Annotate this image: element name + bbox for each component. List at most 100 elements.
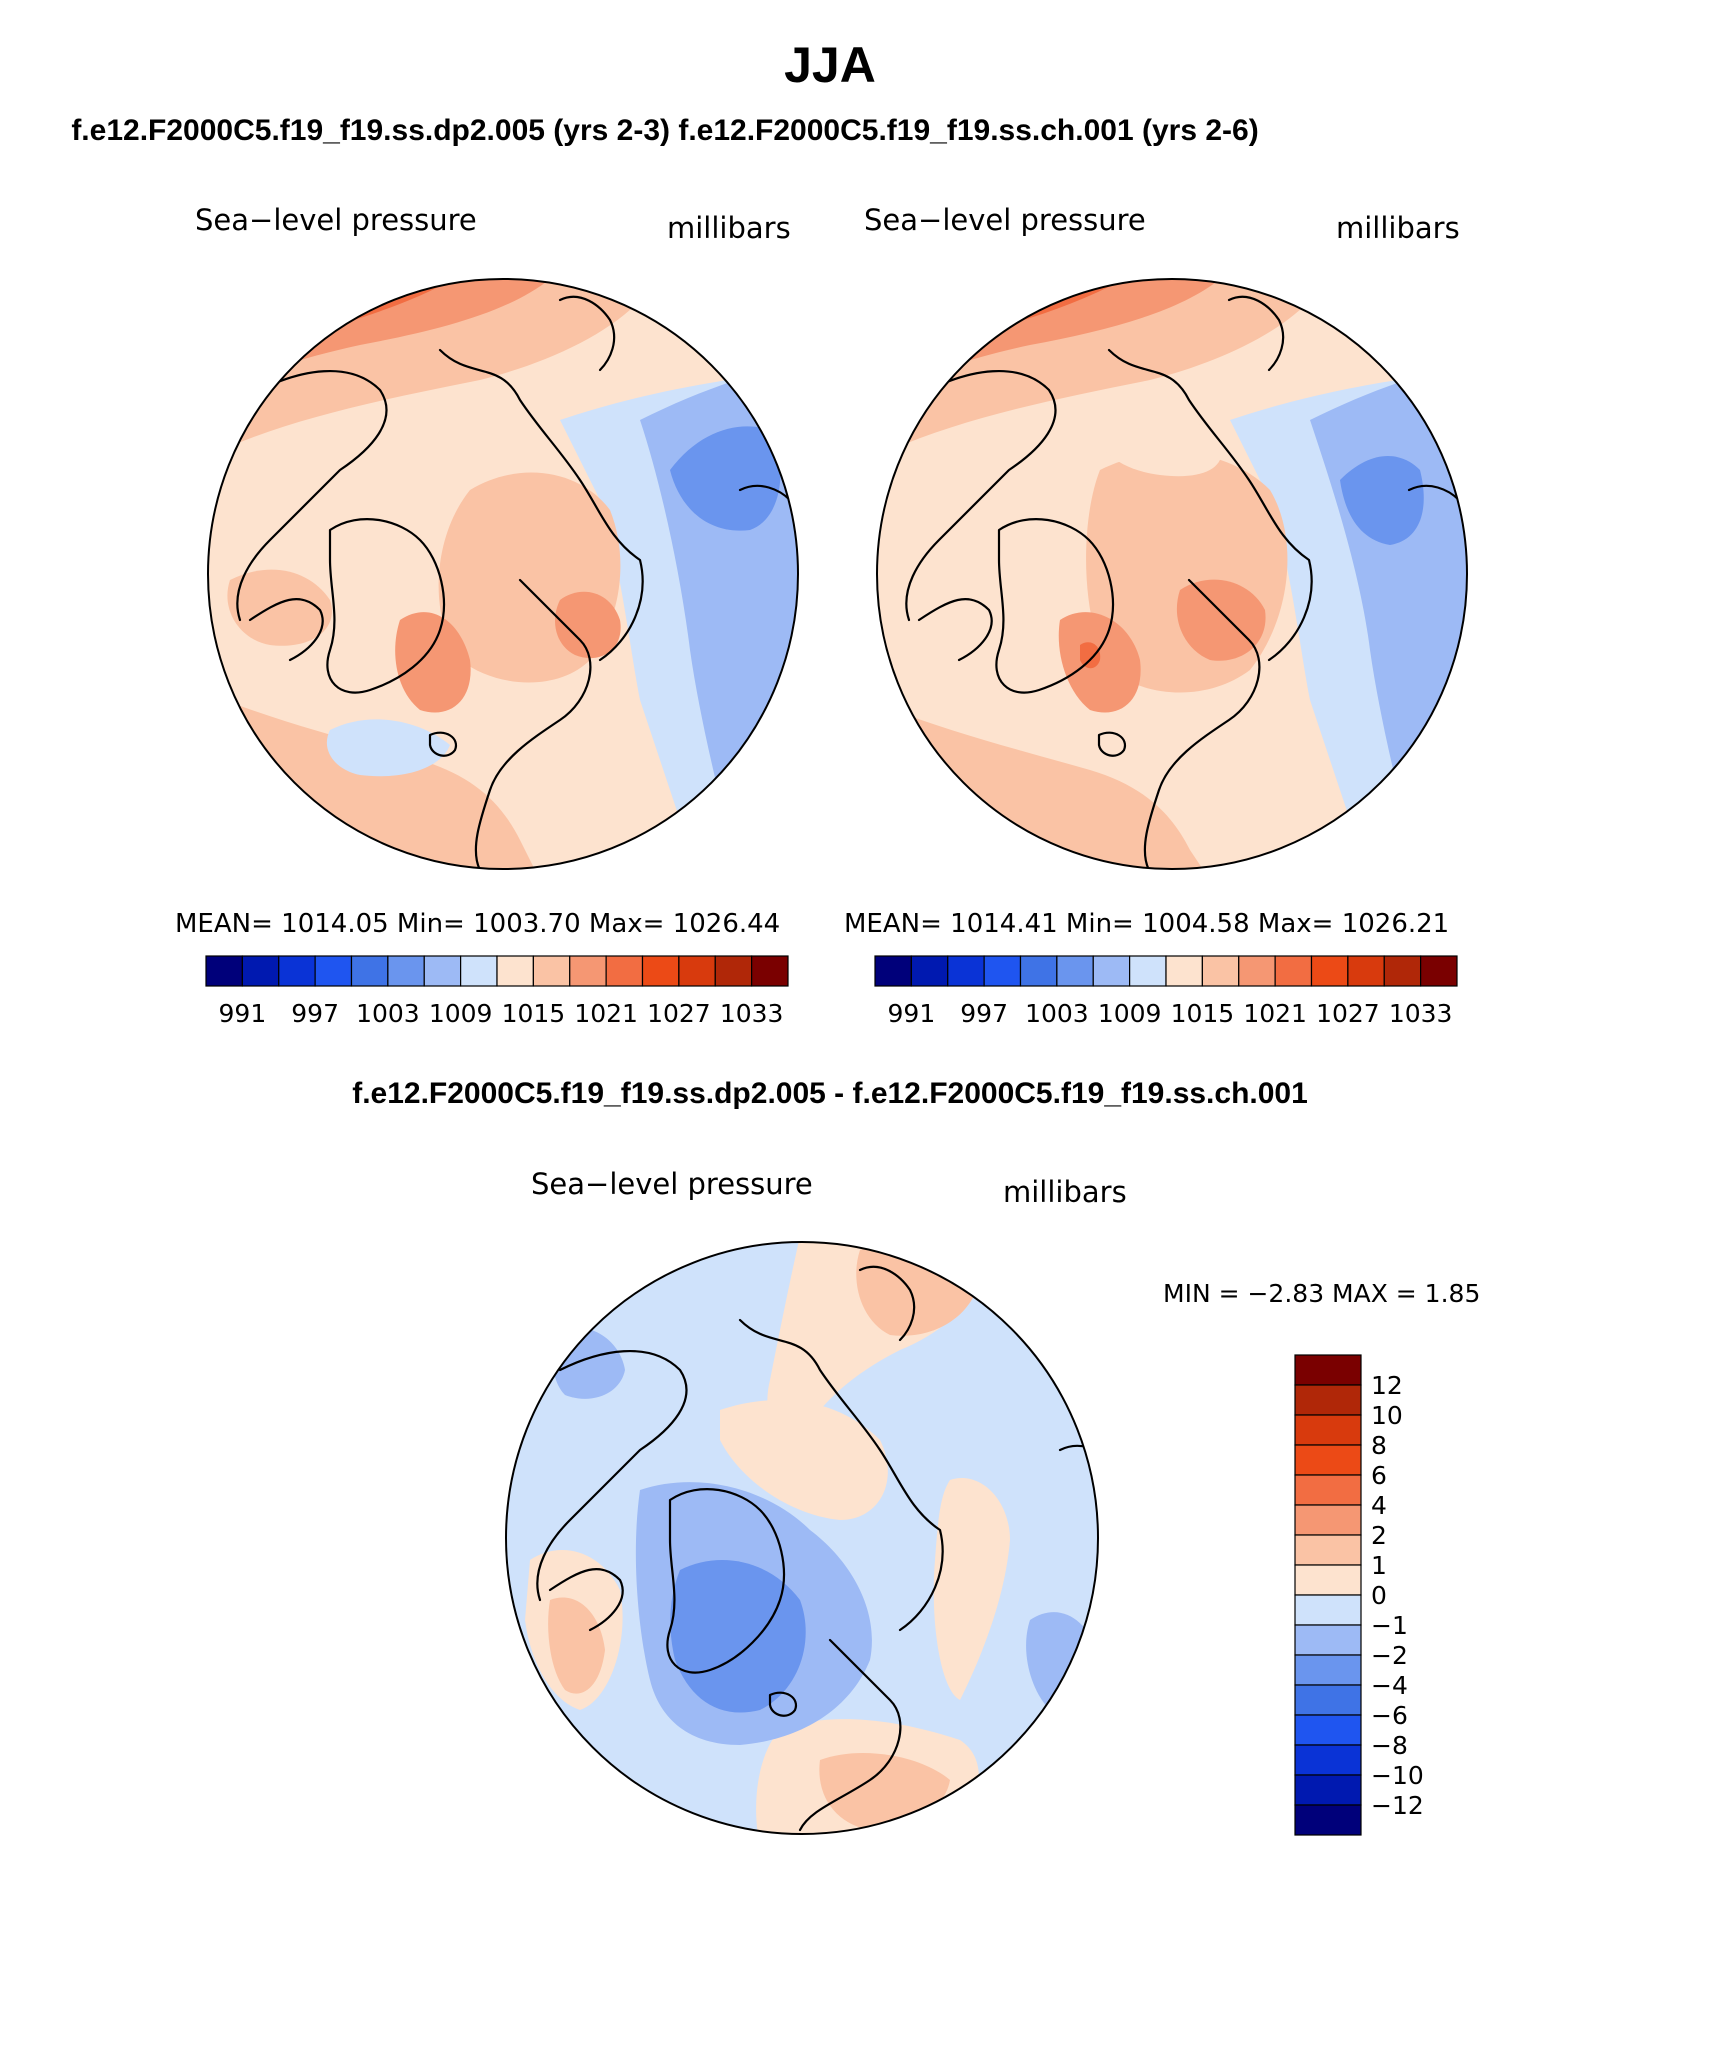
diff-field-title: Sea−level pressure	[531, 1167, 813, 1201]
right-colorbar-swatch	[1201, 955, 1240, 987]
right-colorbar-swatch	[1165, 955, 1203, 987]
case-header: f.e12.F2000C5.f19_f19.ss.dp2.005 (yrs 2-…	[71, 114, 1258, 147]
diff-colorbar-label: −10	[1371, 1761, 1424, 1790]
right-colorbar-swatch	[1420, 955, 1458, 987]
diff-map-border	[505, 1241, 1099, 1835]
left-colorbar-swatch	[350, 955, 389, 987]
diff-colorbar-swatch	[1294, 1654, 1362, 1686]
diff-colorbar-swatch	[1294, 1534, 1362, 1566]
diff-colorbar-swatch	[1294, 1444, 1362, 1476]
left-colorbar-swatch	[460, 955, 498, 987]
right-colorbar-swatch	[1019, 955, 1058, 987]
right-polar-map	[877, 279, 1467, 869]
diff-colorbar-label: 12	[1371, 1371, 1403, 1400]
diff-colorbar-label: 8	[1371, 1431, 1387, 1460]
diff-panel: Sea−level pressure millibars MIN = −2.83…	[505, 1167, 1480, 1836]
right-colorbar-label: 997	[960, 999, 1008, 1028]
right-panel: Sea−level pressure millibars	[844, 203, 1468, 1028]
left-colorbar-label: 1015	[502, 999, 566, 1028]
left-colorbar-swatch	[241, 955, 280, 987]
right-colorbar-swatch	[1056, 955, 1094, 987]
left-colorbar-swatch	[714, 955, 753, 987]
diff-header: f.e12.F2000C5.f19_f19.ss.dp2.005 - f.e12…	[352, 1077, 1308, 1110]
diff-colorbar-swatch	[1294, 1384, 1362, 1416]
left-colorbar-label: 991	[219, 999, 267, 1028]
diff-colorbar-label: −6	[1371, 1701, 1408, 1730]
left-colorbar-swatch	[605, 955, 644, 987]
right-colorbar-label: 991	[888, 999, 936, 1028]
diff-colorbar-swatch	[1294, 1714, 1362, 1746]
diff-colorbar-swatch	[1294, 1414, 1362, 1446]
right-colorbar-swatch	[1347, 955, 1385, 987]
left-polar-map	[208, 279, 798, 869]
diff-colorbar-label: 2	[1371, 1521, 1387, 1550]
right-colorbar-swatch	[1274, 955, 1313, 987]
right-colorbar-label: 1033	[1389, 999, 1453, 1028]
right-colorbar-label: 1027	[1316, 999, 1380, 1028]
diff-colorbar-swatch	[1294, 1804, 1362, 1836]
diff-colorbar-swatch	[1294, 1624, 1362, 1656]
diff-colorbar-label: −8	[1371, 1731, 1408, 1760]
diff-units: millibars	[1003, 1175, 1127, 1209]
right-colorbar-swatch	[874, 955, 912, 987]
left-colorbar-label: 1009	[429, 999, 493, 1028]
left-colorbar: 991 997 1003 1009 1015 1021 1027 1033	[205, 955, 789, 1028]
left-colorbar-swatch	[314, 955, 353, 987]
diff-colorbar-swatch	[1294, 1774, 1362, 1806]
diff-colorbar-swatch	[1294, 1504, 1362, 1536]
right-stats: MEAN= 1014.41 Min= 1004.58 Max= 1026.21	[844, 909, 1449, 939]
left-colorbar-label: 1003	[356, 999, 420, 1028]
diff-colorbar-label: 6	[1371, 1461, 1387, 1490]
diff-colorbar-label: −4	[1371, 1671, 1408, 1700]
right-colorbar-swatch	[1238, 955, 1276, 987]
right-units: millibars	[1336, 211, 1460, 245]
left-colorbar-swatch	[496, 955, 534, 987]
left-colorbar-label: 997	[291, 999, 339, 1028]
left-colorbar-swatch	[641, 955, 680, 987]
diff-colorbar-swatch	[1294, 1564, 1362, 1596]
diff-colorbar-swatch	[1294, 1474, 1362, 1506]
diff-colorbar-label: 1	[1371, 1551, 1387, 1580]
figure-title: JJA	[784, 37, 876, 93]
right-colorbar-swatch	[1310, 955, 1349, 987]
right-colorbar-swatch	[1092, 955, 1131, 987]
right-colorbar-label: 1021	[1243, 999, 1307, 1028]
left-colorbar-label: 1021	[574, 999, 638, 1028]
diff-polar-map	[506, 1242, 1098, 1834]
right-colorbar-label: 1003	[1025, 999, 1089, 1028]
left-colorbar-swatch	[678, 955, 716, 987]
diff-colorbar-label: −12	[1371, 1791, 1424, 1820]
diff-colorbar-label: −2	[1371, 1641, 1408, 1670]
left-panel: Sea−level pressure millibars	[175, 203, 799, 1028]
right-colorbar-swatch	[947, 955, 985, 987]
left-field-title: Sea−level pressure	[195, 203, 477, 237]
diff-colorbar-label: −1	[1371, 1611, 1408, 1640]
diff-colorbar-swatch	[1294, 1354, 1362, 1386]
left-colorbar-swatch	[532, 955, 571, 987]
left-stats: MEAN= 1014.05 Min= 1003.70 Max= 1026.44	[175, 909, 780, 939]
right-colorbar-swatch	[1129, 955, 1167, 987]
right-field-title: Sea−level pressure	[864, 203, 1146, 237]
diff-colorbar-swatch	[1294, 1744, 1362, 1776]
diff-colorbar-label: 10	[1371, 1401, 1403, 1430]
diff-colorbar-swatch	[1294, 1594, 1362, 1626]
right-colorbar-swatch	[910, 955, 949, 987]
right-colorbar: 991 997 1003 1009 1015 1021 1027 1033	[874, 955, 1458, 1028]
left-colorbar-swatch	[751, 955, 789, 987]
right-colorbar-label: 1009	[1098, 999, 1162, 1028]
left-units: millibars	[667, 211, 791, 245]
right-colorbar-swatch	[983, 955, 1022, 987]
left-map-border	[207, 278, 799, 870]
left-colorbar-swatch	[423, 955, 462, 987]
right-colorbar-label: 1015	[1171, 999, 1235, 1028]
left-colorbar-label: 1027	[647, 999, 711, 1028]
left-colorbar-swatch	[278, 955, 316, 987]
diff-colorbar-swatch	[1294, 1684, 1362, 1716]
diff-minmax: MIN = −2.83 MAX = 1.85	[1163, 1279, 1480, 1308]
diff-colorbar-label: 4	[1371, 1491, 1387, 1520]
left-colorbar-swatch	[205, 955, 243, 987]
right-map-border	[876, 278, 1468, 870]
left-colorbar-label: 1033	[720, 999, 784, 1028]
